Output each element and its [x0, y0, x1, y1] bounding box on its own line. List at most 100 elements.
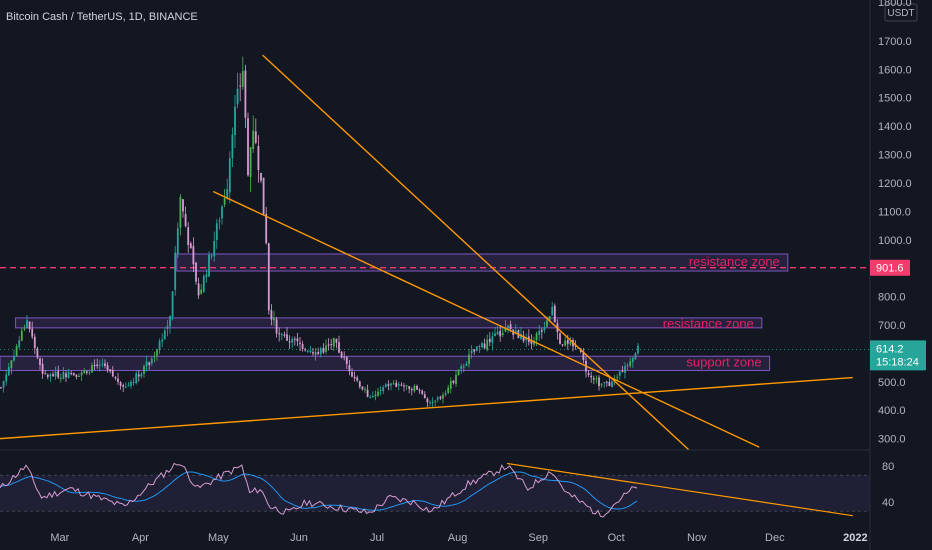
candle — [317, 347, 320, 356]
candle — [247, 112, 249, 177]
rsi-line — [0, 462, 638, 518]
time-axis[interactable]: Mar Apr May Jun Jul Aug Sep Oct Nov Dec 2022 — [50, 532, 867, 544]
candle — [88, 369, 91, 376]
candle — [221, 204, 223, 225]
candle — [153, 351, 156, 363]
candle — [163, 327, 166, 340]
candle — [423, 391, 426, 399]
candle — [559, 332, 561, 345]
candle — [335, 338, 338, 349]
time-tick-label: Nov — [687, 532, 707, 544]
candle — [169, 315, 171, 334]
candle — [26, 314, 28, 329]
candle — [182, 199, 184, 218]
candle — [374, 390, 377, 401]
candle — [408, 386, 411, 394]
candle — [629, 357, 632, 369]
candle — [462, 363, 465, 373]
candle — [2, 380, 5, 393]
candle — [447, 384, 450, 394]
candle — [280, 332, 283, 341]
candle — [551, 301, 554, 316]
rsi-ma-line — [0, 471, 638, 511]
candle — [561, 343, 564, 347]
candle — [192, 237, 195, 273]
candle — [213, 231, 216, 262]
candle — [397, 381, 400, 391]
candle — [616, 373, 619, 381]
candle — [371, 391, 374, 399]
zone-box-1[interactable] — [176, 253, 789, 272]
candle — [156, 348, 158, 361]
trendline-1[interactable] — [262, 54, 690, 451]
candle — [621, 366, 624, 373]
price-pane[interactable]: resistance zone resistance zone support zo… — [0, 54, 870, 451]
price-axis[interactable]: USDT 1700.0 1600.0 1500.0 1400.0 1300.0 1200.0… — [870, 0, 926, 509]
candle — [608, 377, 611, 387]
candle — [351, 368, 353, 378]
candle — [93, 359, 96, 371]
candle — [348, 360, 351, 376]
candle — [327, 338, 330, 351]
candle — [377, 387, 379, 398]
candle — [319, 346, 322, 358]
candle — [41, 358, 44, 379]
zone-box-3[interactable] — [0, 355, 771, 371]
candle — [67, 368, 70, 379]
trendline-2[interactable] — [212, 190, 760, 448]
time-tick-label: May — [208, 532, 229, 544]
candle — [184, 206, 187, 228]
candle — [78, 373, 80, 377]
candle — [431, 397, 434, 407]
candle — [291, 336, 294, 348]
candle — [473, 349, 476, 355]
candle — [439, 395, 442, 401]
time-tick-label: Aug — [448, 532, 468, 544]
candle — [23, 324, 26, 332]
candle — [54, 366, 57, 380]
candle — [306, 349, 309, 353]
candle — [626, 363, 629, 371]
candle — [631, 356, 634, 368]
rsi-trendline[interactable] — [506, 462, 853, 517]
candle — [478, 344, 481, 353]
candle — [582, 348, 585, 364]
candle — [501, 327, 504, 338]
candle — [496, 325, 499, 336]
candle — [197, 277, 200, 299]
candle — [124, 382, 127, 389]
candle — [205, 269, 208, 283]
candle — [421, 389, 424, 396]
candle — [59, 373, 62, 383]
candle — [590, 371, 593, 383]
candle — [31, 321, 34, 340]
trendline-3[interactable] — [0, 376, 853, 440]
candle — [119, 381, 122, 390]
candle — [387, 380, 390, 391]
candle — [426, 397, 429, 408]
candle — [356, 375, 359, 383]
oscillator-pane[interactable] — [0, 462, 870, 518]
price-tick-label: 1200.0 — [878, 178, 912, 190]
zone-box-2[interactable] — [15, 317, 763, 329]
candle — [228, 151, 231, 204]
candle — [114, 376, 117, 381]
currency-unit-box[interactable] — [884, 3, 918, 22]
candle — [624, 362, 626, 379]
candle — [637, 343, 639, 355]
candle — [410, 387, 413, 396]
candle — [392, 380, 395, 385]
candle — [83, 367, 86, 374]
candle — [296, 332, 299, 347]
candle — [236, 72, 239, 109]
candle — [468, 348, 470, 368]
candle — [304, 347, 307, 352]
level-price-label: 901.6 — [876, 263, 904, 275]
candle — [587, 370, 590, 378]
candle — [634, 352, 637, 360]
price-tick-label: 300.0 — [878, 434, 906, 446]
candle — [91, 362, 93, 373]
candle — [5, 369, 8, 386]
